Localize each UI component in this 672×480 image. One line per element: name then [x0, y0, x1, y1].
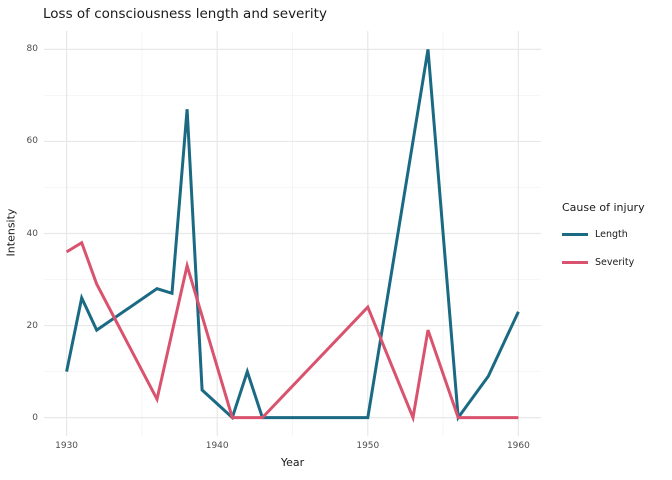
x-tick-label: 1940: [205, 441, 229, 451]
y-tick-label: 40: [26, 228, 38, 239]
x-tick-label: 1930: [55, 441, 79, 451]
legend-key-line-severity: [562, 261, 588, 264]
y-tick-label: 20: [26, 320, 38, 331]
legend-label: Length: [595, 229, 628, 240]
legend-title: Cause of injury: [562, 201, 645, 214]
y-axis-title: Intensity: [4, 208, 18, 257]
legend-item-length: Length: [562, 226, 645, 243]
series-line-severity: [65, 240, 519, 424]
y-tick-label: 60: [26, 136, 38, 147]
chart-title: Loss of consciousness length and severit…: [43, 6, 327, 22]
y-tick-label: 80: [26, 44, 38, 55]
x-tick-label: 1950: [356, 441, 380, 451]
x-tick-label: 1960: [506, 441, 530, 451]
x-axis-title: Year: [280, 456, 305, 469]
legend-items: Length Severity: [562, 226, 645, 271]
legend-label: Severity: [595, 257, 635, 268]
y-tick-label: 0: [32, 412, 38, 423]
legend-key-line-length: [562, 233, 588, 236]
legend: Cause of injury Length Severity: [562, 201, 645, 282]
legend-item-severity: Severity: [562, 254, 645, 271]
